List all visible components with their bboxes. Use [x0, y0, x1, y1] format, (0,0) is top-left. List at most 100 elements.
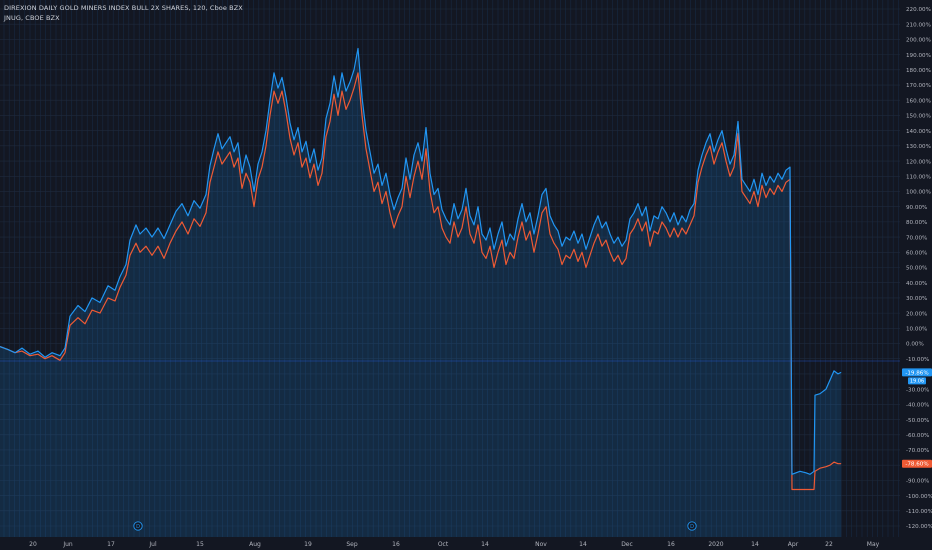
main-series-point [481, 233, 483, 235]
vertical-grid [3, 0, 899, 537]
main-series-point [605, 221, 607, 223]
compare-series-point [805, 489, 807, 490]
main-series-point [665, 212, 667, 214]
compare-series-point [437, 206, 439, 207]
legend-compare-series[interactable]: JNUG, CBOE BZX [4, 14, 60, 22]
compare-series-point [289, 138, 291, 139]
main-series-point [489, 227, 491, 229]
compare-series-point [381, 203, 383, 204]
main-series-point [417, 142, 419, 144]
y-tick-label: -70.00% [906, 448, 929, 454]
main-series-point [809, 474, 811, 475]
y-tick-label: 120.00% [906, 159, 931, 165]
main-series-point [21, 347, 23, 349]
last-value-labels: -19.86% 19.06 -78.60% [902, 368, 932, 468]
compare-series-point [513, 258, 515, 259]
horizontal-grid [0, 8, 900, 527]
y-tick-label: 90.00% [906, 205, 927, 211]
compare-series-point [725, 160, 727, 162]
main-series-point [281, 77, 283, 78]
main-series-point [277, 87, 279, 89]
compare-series-point [429, 191, 431, 192]
main-series-point [749, 191, 751, 192]
compare-series-point [473, 242, 475, 244]
dividend-marker[interactable] [687, 521, 697, 531]
main-series-point [99, 302, 101, 303]
main-series-point [285, 96, 287, 98]
compare-series-point [329, 121, 331, 122]
main-series-point [369, 151, 371, 153]
compare-series-point [809, 489, 811, 490]
main-series-point [553, 224, 555, 226]
main-series-point [425, 127, 427, 128]
dividend-marker[interactable] [133, 521, 143, 531]
compare-series-point [357, 72, 359, 74]
compare-series-point [297, 142, 299, 144]
compare-series-point [369, 169, 371, 171]
compare-series-point [175, 230, 177, 232]
compare-series-point [709, 145, 711, 147]
compare-series-point [333, 93, 335, 95]
compare-series-point [785, 182, 787, 183]
main-series-point [501, 221, 503, 223]
main-series-point [119, 276, 121, 277]
main-series-point [433, 194, 435, 195]
main-series-point [709, 133, 711, 134]
main-series-point [59, 355, 61, 357]
y-tick-label: 210.00% [906, 22, 931, 28]
main-series-point [321, 157, 323, 159]
main-series-point [561, 245, 563, 247]
main-series-point [217, 133, 219, 134]
compare-series-point [837, 463, 839, 465]
compare-series-point [757, 206, 759, 207]
compare-series-point [541, 212, 543, 214]
compare-series-point [497, 252, 499, 253]
main-series-point [693, 203, 695, 204]
compare-series-point [829, 464, 831, 466]
compare-series-point [485, 258, 487, 259]
dividend-marker-label: D [136, 524, 140, 530]
compare-series-point [449, 242, 451, 244]
compare-series-point [685, 233, 687, 235]
main-series-point [485, 239, 487, 241]
last-value-badge [902, 459, 932, 468]
compare-series-point [129, 255, 131, 256]
compare-series-point [169, 242, 171, 244]
main-series-point [199, 207, 201, 209]
compare-series-point [265, 145, 267, 147]
compare-series-point [840, 463, 842, 465]
main-series-point [437, 188, 439, 189]
y-tick-label: 30.00% [906, 296, 927, 302]
compare-series-point [233, 166, 235, 168]
main-series-point [253, 191, 255, 192]
compare-series-point [465, 206, 467, 207]
compare-series-point [151, 255, 153, 256]
compare-series-point [225, 157, 227, 159]
main-series-point [493, 249, 495, 250]
main-series-point [541, 194, 543, 195]
compare-series-point [317, 185, 319, 186]
legend-main-series[interactable]: DIREXION DAILY GOLD MINERS INDEX BULL 2X… [4, 4, 243, 12]
main-series-point [617, 236, 619, 238]
last-value-text: -19.86% [905, 370, 928, 376]
main-series-point [157, 227, 159, 229]
main-series-point [77, 305, 79, 306]
main-series-point [421, 160, 423, 162]
compare-series-point [609, 252, 611, 253]
compare-series-point [633, 227, 635, 229]
main-series-point [609, 233, 611, 235]
main-series-point [669, 221, 671, 223]
compare-series-point [285, 112, 287, 113]
main-series-point [781, 179, 783, 180]
compare-series-point [813, 489, 815, 490]
main-series-point [14, 352, 16, 354]
compare-series-point [441, 227, 443, 229]
compare-series-point [537, 233, 539, 235]
compare-series-point [313, 163, 315, 165]
compare-series-point [517, 236, 519, 238]
main-series-point [233, 151, 235, 153]
main-series-point [365, 130, 367, 131]
y-tick-label: 80.00% [906, 220, 927, 226]
